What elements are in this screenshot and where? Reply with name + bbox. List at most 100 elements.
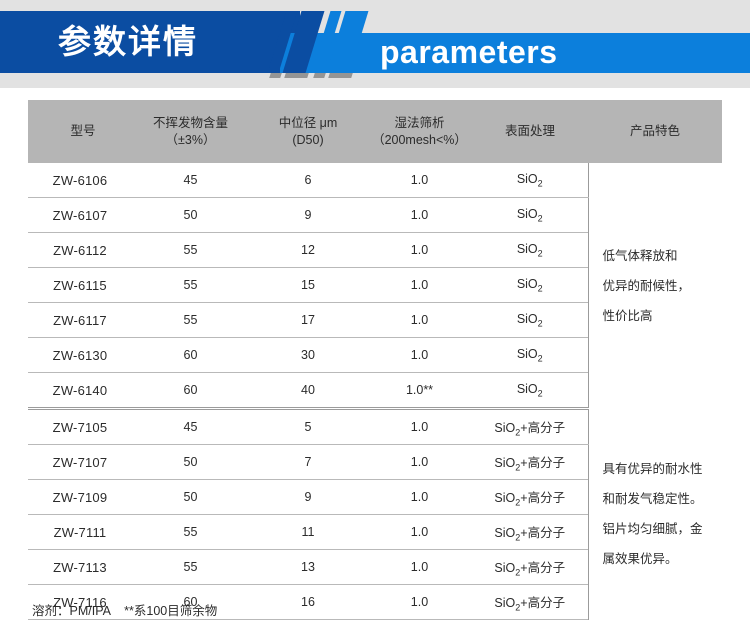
cell-nonvolatile: 50 [132, 444, 249, 480]
cell-sieve: 1.0** [367, 372, 472, 410]
cell-nonvolatile: 60 [132, 337, 249, 373]
column-header-sieve: 湿法筛析 （200mesh<%） [367, 100, 472, 163]
banner-stripe-shadow-4 [328, 73, 353, 78]
cell-model: ZW-7107 [28, 444, 132, 480]
column-header-surface-line1: 表面处理 [504, 124, 555, 138]
cell-d50: 11 [249, 514, 367, 550]
feature-line: 具有优异的耐水性 [602, 462, 703, 476]
cell-model: ZW-6117 [28, 302, 132, 338]
cell-d50: 30 [249, 337, 367, 373]
cell-feature-group-2: 具有优异的耐水性 和耐发气稳定性。 铝片均匀细腻，金 属效果优异。 [587, 408, 722, 620]
table-row: ZW-7113 55 13 1.0 SiO2+高分子 [28, 549, 722, 585]
cell-d50: 12 [249, 232, 367, 268]
cell-nonvolatile: 50 [132, 479, 249, 515]
table-body: ZW-6106 45 6 1.0 SiO2 低气体释放和 优异的耐候性， 性价比… [28, 163, 722, 620]
cell-sieve: 1.0 [367, 302, 472, 338]
table-row: ZW-6115 55 15 1.0 SiO2 [28, 267, 722, 303]
column-header-d50-line2: (D50) [292, 132, 324, 147]
table-row: ZW-6106 45 6 1.0 SiO2 低气体释放和 优异的耐候性， 性价比… [28, 163, 722, 409]
cell-nonvolatile: 55 [132, 549, 249, 585]
cell-nonvolatile: 60 [132, 372, 249, 410]
table-row: ZW-6130 60 30 1.0 SiO2 [28, 337, 722, 373]
cell-d50: 6 [249, 163, 367, 198]
cell-surface: SiO2+高分子 [472, 408, 588, 445]
table-row: ZW-7105 45 5 1.0 SiO2+高分子 具有优异的耐水性 和耐发气稳… [28, 408, 722, 620]
table-row: ZW-7107 50 7 1.0 SiO2+高分子 [28, 444, 722, 480]
table-row: ZW-7116 60 16 1.0 SiO2+高分子 [28, 584, 722, 620]
table-row: ZW-6140 60 40 1.0** SiO2 [28, 372, 722, 410]
column-header-sieve-line1: 湿法筛析 [394, 115, 445, 130]
cell-d50: 17 [249, 302, 367, 338]
cell-nonvolatile: 50 [132, 197, 249, 233]
table-footnote: 溶剂：PM/IPA **系100目筛余物 [32, 604, 218, 618]
cell-nonvolatile: 45 [132, 163, 249, 198]
cell-model: ZW-6130 [28, 337, 132, 373]
feature-line: 性价比高 [602, 308, 653, 323]
cell-d50: 7 [249, 444, 367, 480]
column-header-model: 型号 [28, 100, 132, 163]
parameters-table: 型号 不挥发物含量 （±3%） 中位径 μm (D50) 湿法筛析 （200me… [28, 100, 722, 620]
cell-surface: SiO2+高分子 [472, 514, 588, 550]
cell-model: ZW-7109 [28, 479, 132, 515]
page-banner: 参数详情 parameters [0, 0, 750, 88]
cell-sieve: 1.0 [367, 197, 472, 233]
feature-line: 和耐发气稳定性。 [602, 492, 703, 506]
banner-stripe-shadow-2 [284, 73, 309, 78]
column-header-nonvolatile-line2: （±3%） [165, 132, 216, 147]
cell-nonvolatile: 60 [132, 584, 249, 620]
cell-d50: 13 [249, 549, 367, 585]
cell-nonvolatile: 55 [132, 232, 249, 268]
table-row: ZW-7109 50 9 1.0 SiO2+高分子 [28, 479, 722, 515]
cell-model: ZW-7105 [28, 408, 132, 445]
cell-sieve: 1.0 [367, 549, 472, 585]
column-header-feature: 产品特色 [588, 100, 722, 163]
column-header-nonvolatile-line1: 不挥发物含量 [152, 115, 228, 130]
cell-model: ZW-7111 [28, 514, 132, 550]
cell-model: ZW-6115 [28, 267, 132, 303]
cell-sieve: 1.0 [367, 408, 472, 445]
table-head: 型号 不挥发物含量 （±3%） 中位径 μm (D50) 湿法筛析 （200me… [28, 100, 722, 163]
cell-nonvolatile: 55 [132, 514, 249, 550]
cell-d50: 9 [249, 197, 367, 233]
cell-sieve: 1.0 [367, 479, 472, 515]
cell-model: ZW-6112 [28, 232, 132, 268]
column-header-d50: 中位径 μm (D50) [249, 100, 367, 163]
column-header-model-line1: 型号 [70, 124, 96, 138]
banner-stripe-shadow-3 [313, 73, 326, 78]
feature-line: 低气体释放和 [602, 248, 678, 263]
feature-line: 优异的耐候性， [602, 278, 691, 293]
column-header-d50-line1: 中位径 μm [278, 115, 338, 130]
cell-d50: 5 [249, 408, 367, 445]
column-header-nonvolatile: 不挥发物含量 （±3%） [132, 100, 249, 163]
cell-model: ZW-6106 [28, 163, 132, 198]
cell-surface: SiO2+高分子 [472, 584, 588, 620]
cell-surface: SiO2 [472, 197, 588, 233]
cell-model: ZW-6107 [28, 197, 132, 233]
cell-feature-group-1: 低气体释放和 优异的耐候性， 性价比高 [587, 163, 722, 409]
feature-line: 属效果优异。 [602, 552, 678, 566]
column-header-feature-line1: 产品特色 [629, 124, 680, 138]
cell-surface: SiO2 [472, 232, 588, 268]
cell-sieve: 1.0 [367, 337, 472, 373]
cell-surface: SiO2 [472, 163, 588, 198]
cell-d50: 16 [249, 584, 367, 620]
cell-surface: SiO2 [472, 267, 588, 303]
table-header-row: 型号 不挥发物含量 （±3%） 中位径 μm (D50) 湿法筛析 （200me… [28, 100, 722, 163]
cell-d50: 40 [249, 372, 367, 410]
cell-d50: 15 [249, 267, 367, 303]
cell-nonvolatile: 55 [132, 267, 249, 303]
cell-nonvolatile: 55 [132, 302, 249, 338]
cell-surface: SiO2 [472, 302, 588, 338]
cell-sieve: 1.0 [367, 232, 472, 268]
column-header-surface: 表面处理 [472, 100, 588, 163]
banner-title-english: parameters [380, 34, 558, 70]
cell-sieve: 1.0 [367, 514, 472, 550]
banner-dark-bar [0, 11, 300, 73]
column-header-sieve-line2: （200mesh<%） [372, 132, 467, 147]
cell-sieve: 1.0 [367, 444, 472, 480]
cell-surface: SiO2 [472, 372, 588, 410]
cell-surface: SiO2+高分子 [472, 479, 588, 515]
feature-line: 铝片均匀细腻，金 [602, 522, 703, 536]
cell-surface: SiO2+高分子 [472, 444, 588, 480]
parameters-table-area: 型号 不挥发物含量 （±3%） 中位径 μm (D50) 湿法筛析 （200me… [0, 88, 750, 643]
